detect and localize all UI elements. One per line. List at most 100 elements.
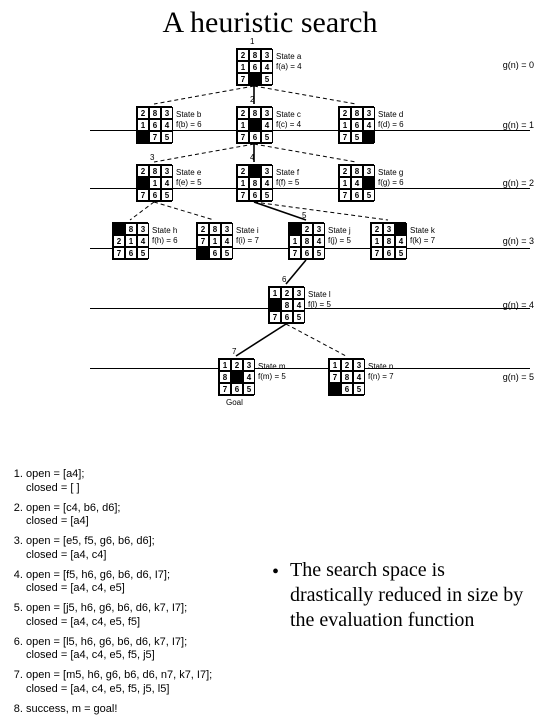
tile: 3 (383, 223, 395, 235)
tile: 3 (261, 49, 273, 61)
tile: 1 (237, 61, 249, 73)
tile: 4 (351, 177, 363, 189)
tile: 7 (289, 247, 301, 259)
tile: 2 (137, 165, 149, 177)
tile: 6 (231, 383, 243, 395)
tile: 5 (293, 311, 305, 323)
tile: 8 (281, 299, 293, 311)
tile: 1 (219, 359, 231, 371)
expansion-order: 1 (250, 37, 254, 46)
tile: 2 (237, 49, 249, 61)
state-node-a: 128316475State af(a) = 4 (236, 48, 272, 86)
trace-step: open = [l5, h6, g6, b6, d6, k7, I7];clos… (26, 636, 212, 664)
tile: 7 (137, 189, 149, 201)
tile: 2 (197, 223, 209, 235)
tile: 8 (249, 177, 261, 189)
tile: 5 (261, 73, 273, 85)
expansion-order: 2 (250, 95, 254, 104)
state-label: State nf(n) = 7 (368, 362, 394, 381)
state-node-b: 28316475State bf(b) = 6 (136, 106, 172, 144)
tree-edge (236, 324, 286, 356)
tile: 7 (269, 311, 281, 323)
tile: 7 (237, 189, 249, 201)
tile: 1 (269, 287, 281, 299)
state-node-n: 12378465State nf(n) = 7 (328, 358, 364, 396)
bullet-text: The search space is drastically reduced … (290, 559, 523, 631)
tile: 4 (137, 235, 149, 247)
tile: 7 (113, 247, 125, 259)
tile: 5 (243, 383, 255, 395)
state-label: State af(a) = 4 (276, 52, 302, 71)
tile: 3 (221, 223, 233, 235)
tile: 6 (209, 247, 221, 259)
state-label: State hf(h) = 6 (152, 226, 178, 245)
tile: 2 (113, 235, 125, 247)
expansion-order: 3 (150, 153, 154, 162)
puzzle-grid: 23184765 (288, 222, 324, 260)
tile: 5 (395, 247, 407, 259)
tile: 1 (149, 177, 161, 189)
tile: 5 (161, 131, 173, 143)
tile: 7 (339, 189, 351, 201)
tile: 5 (221, 247, 233, 259)
tile: 6 (383, 247, 395, 259)
state-label: State df(d) = 6 (378, 110, 404, 129)
tree-edge (286, 260, 306, 284)
tile: 3 (353, 359, 365, 371)
bullet-dot: • (272, 560, 279, 585)
tile: 8 (301, 235, 313, 247)
depth-label: g(n) = 3 (503, 236, 534, 246)
tile: 3 (293, 287, 305, 299)
puzzle-grid: 28371465 (196, 222, 232, 260)
state-node-f: 423184765State ff(f) = 5 (236, 164, 272, 202)
tile: 4 (293, 299, 305, 311)
tile: 6 (249, 61, 261, 73)
tile: 8 (351, 165, 363, 177)
puzzle-grid: 28314765 (136, 164, 172, 202)
tree-edge (130, 202, 154, 220)
tile: 4 (261, 177, 273, 189)
page-title: A heuristic search (0, 0, 540, 40)
tile: 7 (219, 383, 231, 395)
puzzle-grid: 28316475 (338, 106, 374, 144)
state-node-j: 523184765State jf(j) = 5 (288, 222, 324, 260)
level-divider (90, 368, 530, 369)
tile: 5 (313, 247, 325, 259)
trace-step: success, m = goal! (26, 703, 212, 717)
tile: 4 (243, 371, 255, 383)
depth-label: g(n) = 0 (503, 60, 534, 70)
tile: 6 (281, 311, 293, 323)
tile: 6 (351, 119, 363, 131)
state-label: State gf(g) = 6 (378, 168, 404, 187)
tree-edge (286, 324, 346, 356)
tile: 5 (363, 189, 375, 201)
puzzle-grid: 12378465 (328, 358, 364, 396)
blank-tile (329, 383, 341, 395)
expansion-order: 6 (282, 275, 286, 284)
state-node-i: 28371465State if(i) = 7 (196, 222, 232, 260)
tile: 5 (261, 189, 273, 201)
tile: 2 (371, 223, 383, 235)
state-node-c: 228314765State cf(c) = 4 (236, 106, 272, 144)
goal-label: Goal (226, 398, 243, 407)
blank-tile (249, 73, 261, 85)
tile: 1 (209, 235, 221, 247)
puzzle-grid: 28316475 (136, 106, 172, 144)
depth-label: g(n) = 5 (503, 372, 534, 382)
tile: 8 (351, 107, 363, 119)
tile: 4 (161, 119, 173, 131)
tile: 8 (341, 371, 353, 383)
tile: 2 (231, 359, 243, 371)
puzzle-grid: 83214765 (112, 222, 148, 260)
tile: 6 (249, 131, 261, 143)
tile: 8 (149, 165, 161, 177)
tile: 2 (237, 165, 249, 177)
tile: 7 (339, 131, 351, 143)
expansion-order: 5 (302, 211, 306, 220)
tile: 2 (237, 107, 249, 119)
tile: 7 (329, 371, 341, 383)
tile: 3 (363, 165, 375, 177)
state-node-l: 612384765State lf(l) = 5 (268, 286, 304, 324)
tile: 1 (237, 119, 249, 131)
summary-bullet: • The search space is drastically reduce… (290, 558, 530, 633)
